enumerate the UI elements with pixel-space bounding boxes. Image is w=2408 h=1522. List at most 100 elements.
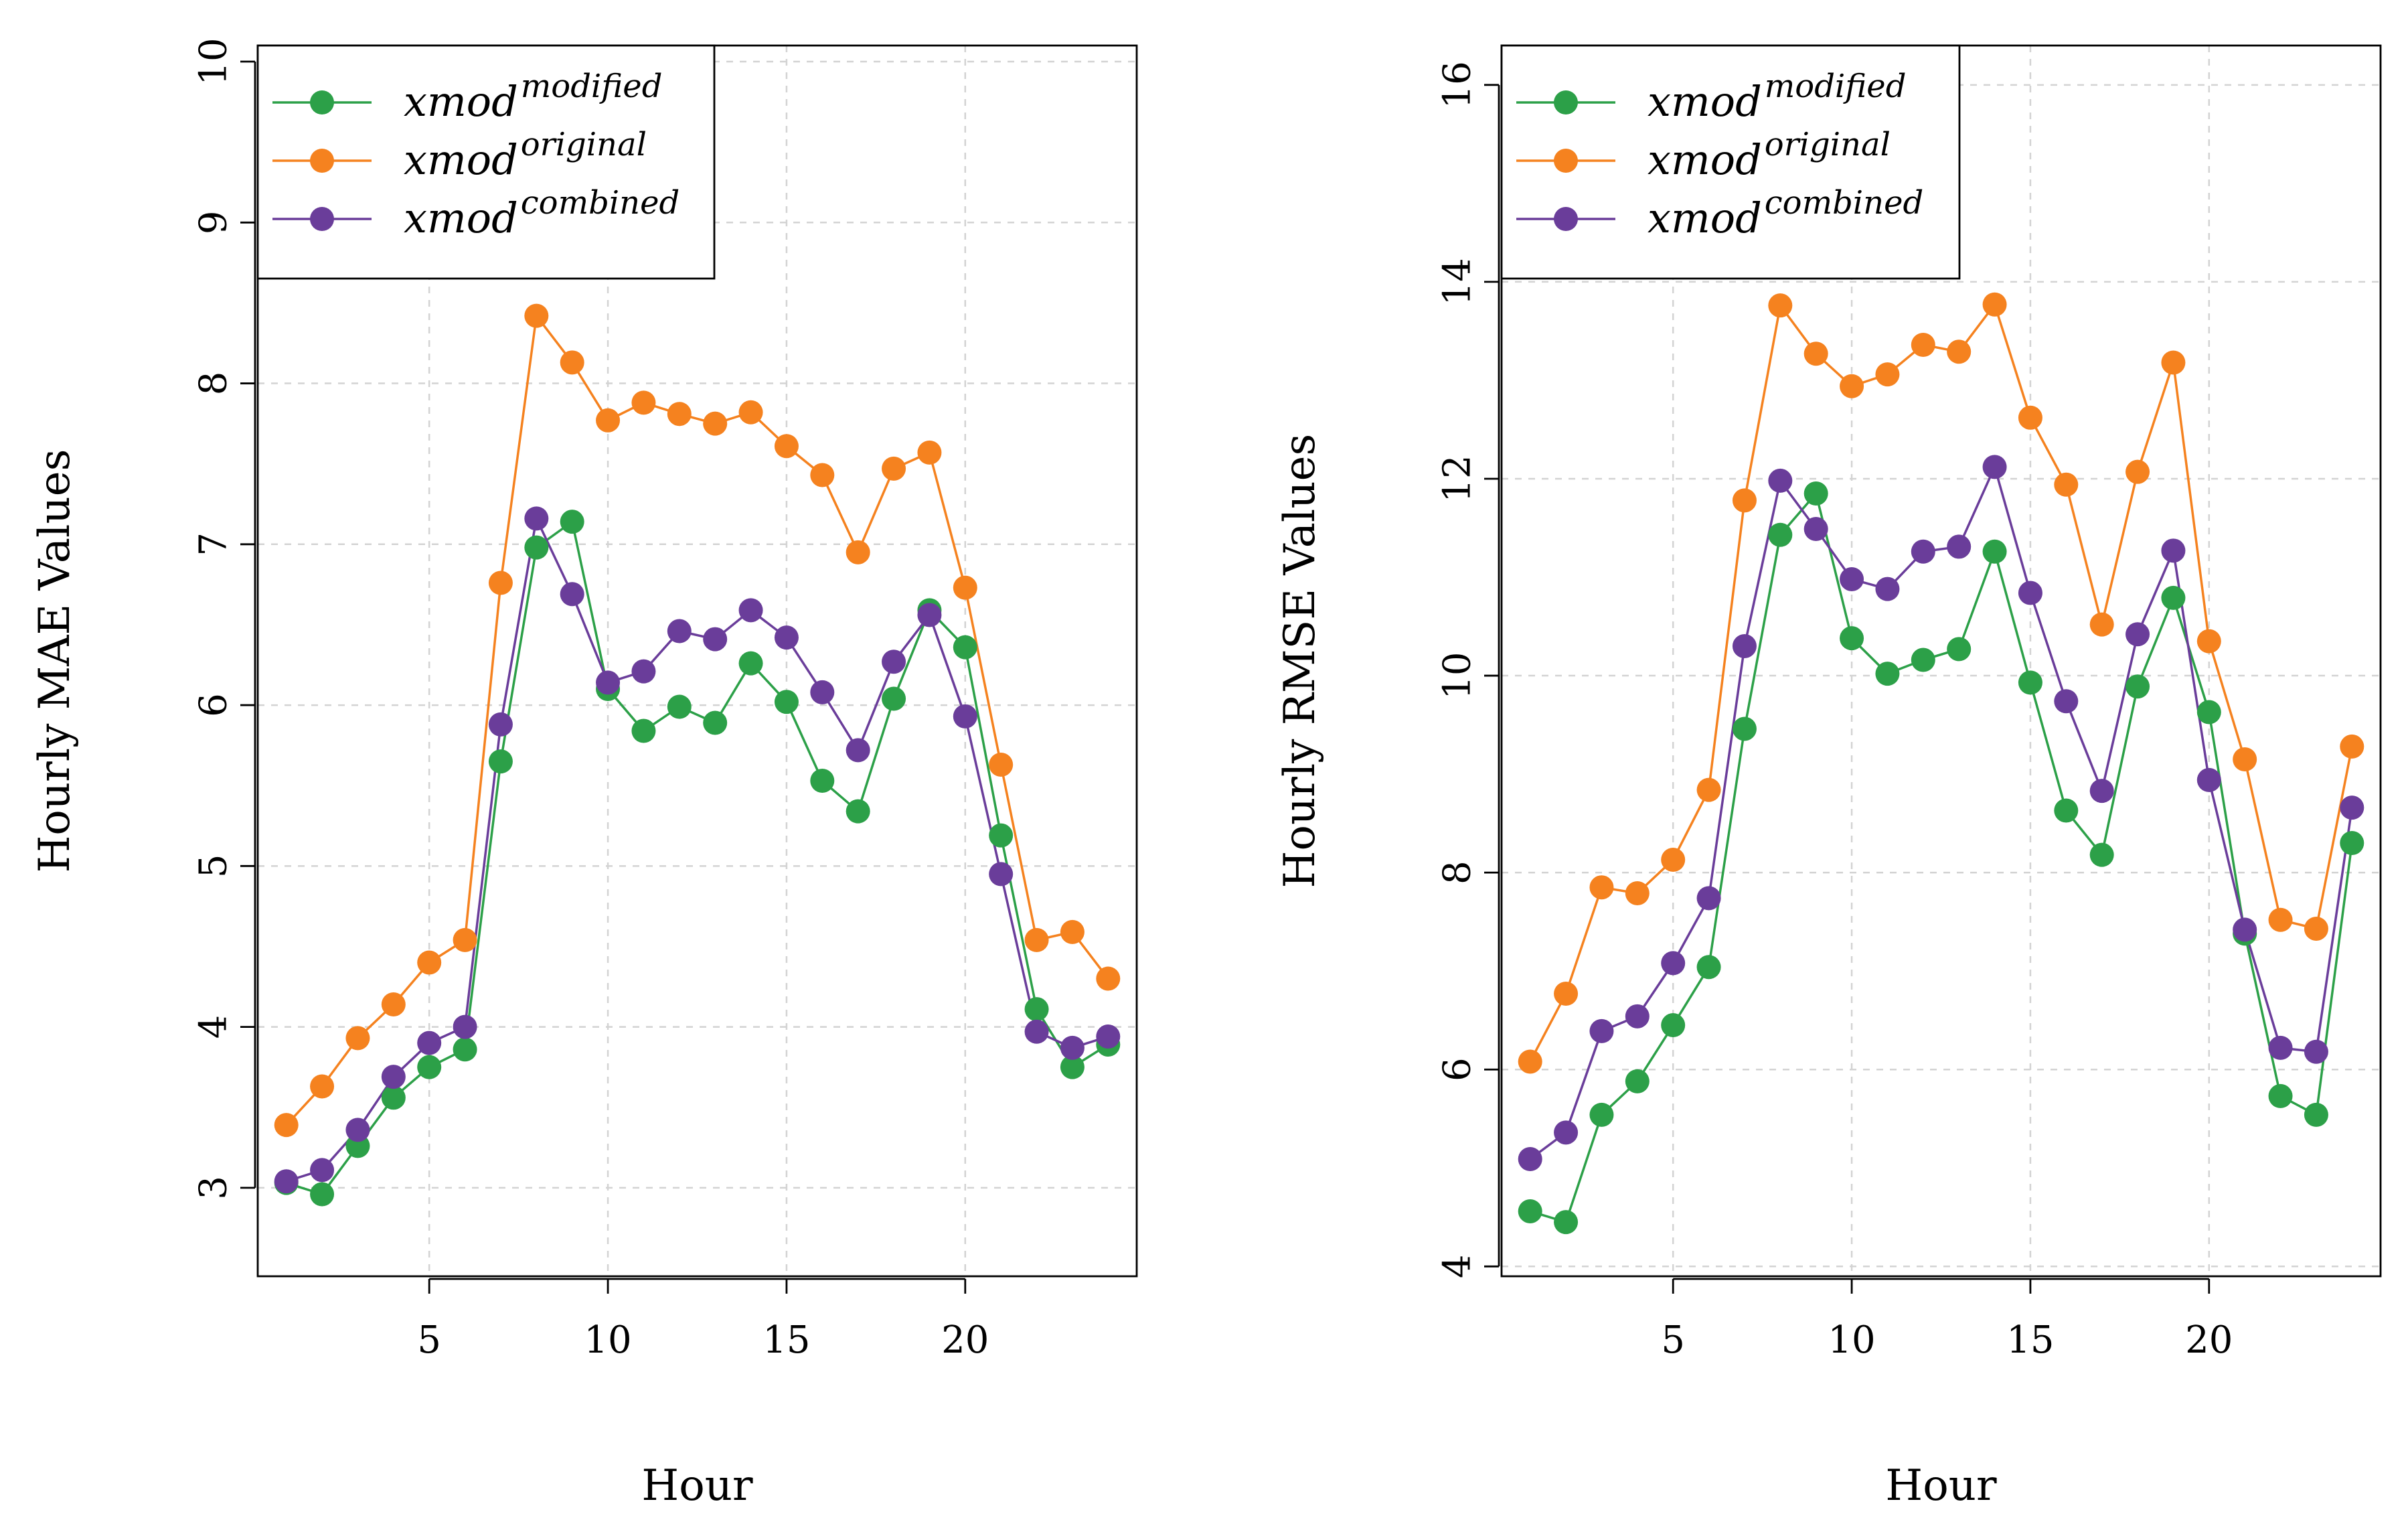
rmse-x-axis-title: Hour — [1885, 1461, 1997, 1511]
mae-point-combined — [596, 670, 621, 695]
rmse-point-combined — [1875, 577, 1900, 601]
mae-point-original — [1060, 919, 1085, 944]
rmse-point-combined — [2054, 689, 2079, 714]
mae-series-line-modified — [286, 520, 1109, 1196]
rmse-point-original — [2268, 907, 2293, 932]
rmse-point-modified — [1732, 716, 1757, 741]
mae-point-combined — [917, 603, 942, 627]
mae-point-original — [381, 992, 406, 1016]
mae-point-combined — [703, 627, 728, 652]
rmse-point-combined — [2125, 622, 2150, 647]
rmse-point-original — [1518, 1049, 1542, 1074]
mae-point-modified — [667, 694, 692, 719]
mae-legend-swatch-point — [310, 149, 334, 173]
rmse-point-combined — [1803, 516, 1828, 541]
mae-point-modified — [524, 535, 549, 560]
rmse-point-modified — [1947, 637, 1972, 662]
mae-point-combined — [738, 598, 763, 623]
rmse-point-combined — [1982, 455, 2007, 479]
rmse-point-modified — [1875, 662, 1900, 686]
rmse-point-combined — [1518, 1147, 1542, 1172]
rmse-point-modified — [2161, 585, 2186, 610]
mae-point-original — [917, 440, 942, 465]
mae-point-modified — [703, 710, 728, 735]
mae-chart-panel: 5 10 15 20 3 4 5 6 7 8 9 10 Hour Hourly MAE Values xmo… — [30, 37, 1138, 1511]
mae-point-modified — [310, 1182, 335, 1207]
mae-point-combined — [345, 1118, 370, 1142]
mae-point-modified — [560, 510, 584, 534]
rmse-point-original — [2054, 472, 2079, 497]
rmse-point-combined — [2268, 1035, 2293, 1060]
mae-y-tick-label: 8 — [192, 372, 236, 396]
rmse-legend-box — [1500, 44, 1961, 280]
rmse-point-combined — [1732, 633, 1757, 658]
mae-y-tick-label: 10 — [192, 37, 236, 85]
mae-y-tick-label: 3 — [192, 1176, 236, 1200]
rmse-point-combined — [2018, 581, 2042, 605]
mae-point-combined — [631, 659, 656, 684]
mae-point-combined — [989, 862, 1014, 887]
mae-point-original — [846, 540, 870, 564]
mae-point-original — [345, 1026, 370, 1051]
rmse-y-tick-label: 8 — [1436, 860, 1479, 885]
mae-point-modified — [882, 686, 906, 711]
rmse-point-original — [1554, 981, 1579, 1006]
mae-point-combined — [953, 704, 977, 729]
mae-point-combined — [560, 582, 584, 607]
rmse-point-modified — [2125, 674, 2150, 699]
rmse-x-tick-label: 15 — [2006, 1318, 2054, 1362]
rmse-y-tick-label: 12 — [1436, 455, 1479, 502]
mae-point-original — [882, 456, 906, 481]
mae-point-original — [631, 390, 656, 415]
rmse-point-combined — [1768, 468, 1793, 493]
mae-point-combined — [667, 619, 692, 643]
mae-point-combined — [882, 650, 906, 674]
rmse-point-modified — [2054, 798, 2079, 823]
rmse-point-original — [2018, 405, 2042, 430]
rmse-legend-label: xmodmodified — [1648, 68, 1906, 126]
rmse-point-original — [2161, 350, 2186, 375]
rmse-point-original — [1875, 362, 1900, 387]
mae-point-combined — [274, 1169, 299, 1194]
rmse-point-original — [1840, 374, 1864, 398]
rmse-point-combined — [1589, 1018, 1614, 1043]
rmse-point-modified — [1661, 1013, 1686, 1038]
mae-point-combined — [1024, 1019, 1049, 1044]
rmse-point-modified — [1840, 626, 1864, 651]
mae-series-line-combined — [286, 514, 1109, 1183]
mae-point-combined — [810, 680, 835, 704]
rmse-point-combined — [1840, 566, 1864, 591]
mae-point-modified — [989, 823, 1014, 848]
rmse-legend-label: xmodoriginal — [1648, 126, 1891, 184]
rmse-point-modified — [2340, 831, 2364, 856]
rmse-point-modified — [1696, 955, 1721, 980]
mae-point-original — [310, 1074, 335, 1099]
rmse-point-original — [1696, 777, 1721, 802]
rmse-point-modified — [1768, 522, 1793, 547]
rmse-point-modified — [1911, 648, 1935, 672]
rmse-point-modified — [1554, 1210, 1579, 1235]
mae-point-modified — [738, 651, 763, 676]
rmse-y-tick-label: 4 — [1436, 1254, 1479, 1278]
rmse-x-tick-label: 20 — [2185, 1318, 2233, 1362]
mae-point-modified — [810, 768, 835, 793]
rmse-point-original — [1982, 292, 2007, 317]
rmse-point-combined — [2161, 538, 2186, 563]
mae-point-original — [274, 1113, 299, 1138]
mae-point-original — [453, 927, 477, 952]
mae-legend-label: xmodcombined — [404, 184, 679, 242]
rmse-point-modified — [1518, 1199, 1542, 1223]
rmse-point-combined — [1661, 951, 1686, 976]
mae-point-original — [667, 402, 692, 427]
rmse-point-modified — [2304, 1102, 2328, 1127]
mae-point-combined — [417, 1031, 442, 1055]
rmse-y-axis-title: Hourly RMSE Values — [1275, 434, 1325, 889]
mae-point-modified — [381, 1085, 406, 1110]
mae-point-modified — [846, 799, 870, 824]
mae-point-modified — [774, 690, 799, 714]
rmse-legend-label: xmodcombined — [1648, 184, 1923, 242]
rmse-legend-swatch-point — [1554, 149, 1578, 173]
rmse-point-original — [1911, 333, 1935, 358]
mae-y-axis-title: Hourly MAE Values — [30, 449, 80, 873]
rmse-y-tick-label: 14 — [1436, 258, 1479, 305]
